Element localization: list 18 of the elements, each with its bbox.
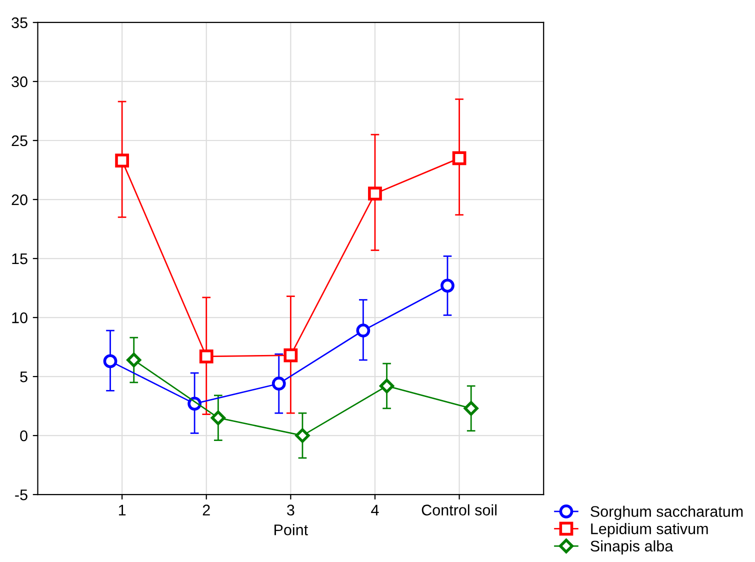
- legend-label: Sorghum saccharatum: [590, 506, 743, 520]
- y-tick-label: 25: [12, 135, 28, 146]
- x-tick-label: 3: [287, 504, 294, 516]
- y-tick-label: 0: [20, 430, 28, 442]
- y-tick-label: 20: [12, 194, 28, 206]
- x-tick-label: 4: [371, 504, 379, 516]
- y-tick-label: -5: [15, 490, 28, 500]
- y-tick-label: 5: [20, 372, 28, 382]
- y-tick-label: 10: [12, 312, 28, 324]
- x-tick-label: Control soil: [422, 504, 496, 516]
- x-axis-title: Point: [274, 524, 308, 536]
- x-tick-label: 1: [118, 504, 126, 516]
- x-tick-label: 2: [202, 504, 210, 516]
- y-tick-label: 35: [12, 17, 28, 28]
- legend-label: Sinapis alba: [590, 540, 674, 555]
- legend-label: Lepidium sativum: [591, 523, 708, 538]
- y-tick-label: 30: [12, 76, 28, 88]
- y-tick-label: 15: [12, 254, 28, 264]
